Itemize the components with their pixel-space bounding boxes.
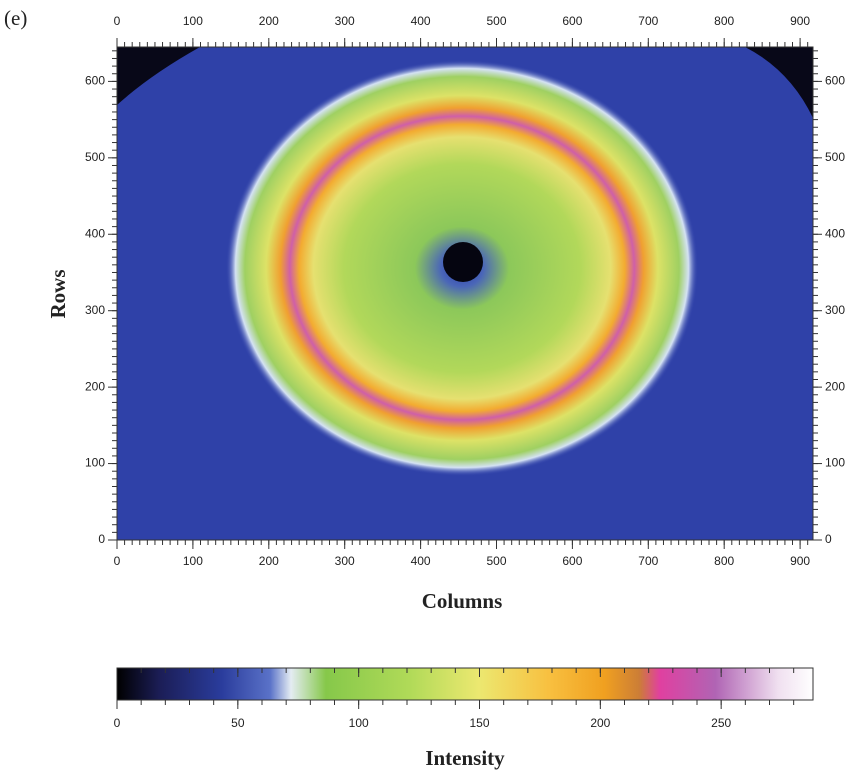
- panel-label: (e): [4, 6, 27, 30]
- colorbar-tick-label: 150: [469, 716, 489, 730]
- colorbar: [116, 667, 814, 701]
- x-tick-label: 600: [562, 554, 582, 568]
- y-tick-label-right: 0: [825, 532, 832, 546]
- x-tick-label: 900: [790, 554, 810, 568]
- x-tick-label-top: 900: [790, 14, 810, 28]
- x-tick-label-top: 600: [562, 14, 582, 28]
- y-tick-label: 500: [85, 150, 105, 164]
- colorbar-tick-label: 250: [711, 716, 731, 730]
- x-tick-label: 400: [411, 554, 431, 568]
- x-tick-label-top: 800: [714, 14, 734, 28]
- colorbar-tick-label: 50: [231, 716, 245, 730]
- y-tick-label: 600: [85, 74, 105, 88]
- x-tick-label-top: 100: [183, 14, 203, 28]
- y-tick-label-right: 100: [825, 456, 845, 470]
- x-tick-label: 300: [335, 554, 355, 568]
- heatmap-image: [117, 47, 813, 540]
- y-tick-label: 100: [85, 456, 105, 470]
- x-tick-label: 500: [486, 554, 506, 568]
- colorbar-tick-label: 0: [114, 716, 121, 730]
- plot-frame: [116, 46, 814, 541]
- y-tick-label: 300: [85, 303, 105, 317]
- y-tick-label-right: 500: [825, 150, 845, 164]
- x-tick-label-top: 400: [411, 14, 431, 28]
- x-tick-label: 0: [114, 554, 121, 568]
- colorbar-tick-label: 200: [590, 716, 610, 730]
- x-tick-label-top: 0: [114, 14, 121, 28]
- y-tick-label: 200: [85, 379, 105, 393]
- x-tick-label-top: 200: [259, 14, 279, 28]
- y-axis-title: Rows: [46, 269, 70, 318]
- y-tick-label-right: 200: [825, 379, 845, 393]
- colorbar-tick-label: 100: [349, 716, 369, 730]
- x-tick-label: 200: [259, 554, 279, 568]
- x-tick-label-top: 300: [335, 14, 355, 28]
- x-tick-label: 800: [714, 554, 734, 568]
- y-tick-label-right: 300: [825, 303, 845, 317]
- x-tick-label: 700: [638, 554, 658, 568]
- x-axis-title: Columns: [422, 589, 503, 613]
- y-tick-label-right: 600: [825, 74, 845, 88]
- y-tick-label: 0: [98, 532, 105, 546]
- x-tick-label-top: 500: [486, 14, 506, 28]
- x-tick-label-top: 700: [638, 14, 658, 28]
- y-tick-label: 400: [85, 226, 105, 240]
- y-tick-label-right: 400: [825, 226, 845, 240]
- colorbar-title: Intensity: [425, 746, 505, 770]
- x-tick-label: 100: [183, 554, 203, 568]
